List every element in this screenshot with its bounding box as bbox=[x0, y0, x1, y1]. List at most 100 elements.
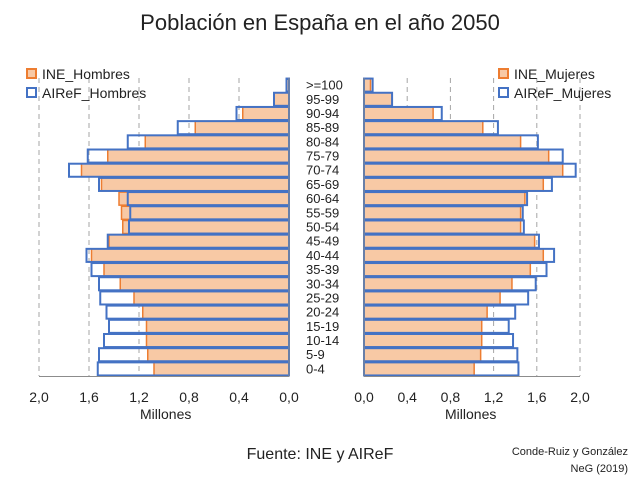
tick-labels: 2,0 1,6 1,2 0,8 0,4 0,0 0,0 0,4 0,8 1,2 1,6 2,0 bbox=[29, 389, 590, 405]
age-group-label: 20-24 bbox=[306, 305, 339, 320]
bar-ine-hombres bbox=[80, 162, 290, 178]
tick-label: 2,0 bbox=[570, 389, 590, 405]
bar-ine-hombres bbox=[100, 177, 290, 192]
age-group-label: 90-94 bbox=[306, 106, 339, 121]
bar-ine-mujeres bbox=[363, 205, 522, 221]
bar-ine-mujeres bbox=[363, 333, 483, 348]
bar-ine-hombres bbox=[142, 304, 290, 320]
legend-swatch-airef bbox=[498, 87, 509, 98]
legend-swatch-ine bbox=[498, 68, 509, 79]
age-group-labels: 0-45-910-1415-1920-2425-2930-3435-3940-4… bbox=[306, 78, 343, 377]
age-group-label: 0-4 bbox=[306, 361, 325, 376]
tick-label: 1,6 bbox=[527, 389, 547, 405]
age-group-label: 55-59 bbox=[306, 205, 339, 220]
age-group-label: 5-9 bbox=[306, 347, 325, 362]
age-group-label: 45-49 bbox=[306, 234, 339, 249]
bar-ine-mujeres bbox=[363, 92, 393, 107]
age-group-label: 10-14 bbox=[306, 333, 339, 348]
legend-swatch-ine bbox=[26, 68, 37, 79]
legend-swatch-airef bbox=[26, 87, 37, 98]
age-group-label: 60-64 bbox=[306, 191, 339, 206]
bar-ine-mujeres bbox=[363, 148, 550, 164]
age-group-label: 35-39 bbox=[306, 262, 339, 277]
bar-ine-mujeres bbox=[363, 290, 501, 306]
tick-label: 1,2 bbox=[484, 389, 504, 405]
bar-ine-mujeres bbox=[363, 304, 488, 320]
legend-label-ine-mujeres: INE_Mujeres bbox=[514, 65, 595, 82]
tick-label: 0,8 bbox=[179, 389, 199, 405]
bar-ine-mujeres bbox=[363, 120, 484, 135]
bar-ine-mujeres bbox=[363, 233, 536, 249]
bar-ine-hombres bbox=[194, 120, 290, 135]
bar-ine-hombres bbox=[133, 290, 290, 306]
left-axis-unit-label: Millones bbox=[140, 406, 192, 422]
bar-ine-hombres bbox=[120, 205, 290, 221]
bar-ine-hombres bbox=[122, 219, 290, 235]
age-group-label: 40-44 bbox=[306, 248, 339, 263]
tick-label: 0,8 bbox=[441, 389, 461, 405]
age-group-label: 15-19 bbox=[306, 319, 339, 334]
bar-ine-mujeres bbox=[363, 106, 434, 121]
age-group-label: 85-89 bbox=[306, 120, 339, 135]
right-axis-unit-label: Millones bbox=[445, 406, 497, 422]
legend-left: INE_Hombres AIReF_Hombres bbox=[26, 64, 146, 102]
age-group-label: 80-84 bbox=[306, 134, 339, 149]
age-group-label: 65-69 bbox=[306, 177, 339, 192]
bar-ine-mujeres bbox=[363, 134, 522, 150]
bar-ine-mujeres bbox=[363, 191, 526, 206]
bar-ine-hombres bbox=[108, 233, 290, 249]
age-group-label: 75-79 bbox=[306, 149, 339, 164]
age-group-label: >=100 bbox=[306, 78, 343, 93]
bar-ine-mujeres bbox=[363, 262, 532, 277]
bar-ine-mujeres bbox=[363, 276, 513, 292]
legend-label-airef-hombres: AIReF_Hombres bbox=[42, 84, 147, 101]
credit-line-1: Conde-Ruiz y González bbox=[511, 446, 628, 458]
bar-ine-hombres bbox=[145, 319, 290, 334]
chart-title: Población en España en el año 2050 bbox=[140, 10, 500, 35]
credit-line-2: NeG (2019) bbox=[570, 463, 628, 475]
bar-ine-hombres bbox=[145, 333, 290, 348]
bar-ine-hombres bbox=[144, 134, 290, 150]
bar-ine-hombres bbox=[103, 262, 290, 277]
tick-label: 1,6 bbox=[79, 389, 99, 405]
tick-label: 2,0 bbox=[29, 389, 49, 405]
bar-ine-mujeres bbox=[363, 177, 545, 192]
bar-ine-hombres bbox=[107, 148, 290, 164]
age-group-label: 70-74 bbox=[306, 163, 339, 178]
legend-right: INE_Mujeres AIReF_Mujeres bbox=[498, 64, 611, 102]
bar-ine-mujeres bbox=[363, 248, 545, 263]
legend-item-ine-hombres: INE_Hombres bbox=[26, 64, 146, 83]
bar-ine-hombres bbox=[118, 191, 290, 206]
bar-ine-mujeres bbox=[363, 361, 475, 377]
age-group-label: 25-29 bbox=[306, 290, 339, 305]
tick-label: 1,2 bbox=[129, 389, 149, 405]
legend-item-airef-hombres: AIReF_Hombres bbox=[26, 83, 146, 102]
tick-label: 0,0 bbox=[354, 389, 374, 405]
bar-ine-hombres bbox=[147, 347, 290, 362]
bar-ine-mujeres bbox=[363, 347, 482, 362]
ine-mujeres-bars bbox=[363, 77, 564, 377]
axes bbox=[39, 78, 580, 377]
legend-label-ine-hombres: INE_Hombres bbox=[42, 65, 130, 82]
bar-ine-mujeres bbox=[363, 219, 522, 235]
bar-ine-hombres bbox=[153, 361, 290, 377]
legend-item-airef-mujeres: AIReF_Mujeres bbox=[498, 83, 611, 102]
credit-note: Conde-Ruiz y González NeG (2019) bbox=[512, 444, 628, 478]
ine-hombres-bars bbox=[80, 77, 290, 377]
legend-item-ine-mujeres: INE_Mujeres bbox=[498, 64, 611, 83]
bar-ine-mujeres bbox=[363, 162, 564, 178]
source-note: Fuente: INE y AIReF bbox=[246, 446, 394, 463]
legend-label-airef-mujeres: AIReF_Mujeres bbox=[514, 84, 612, 101]
age-group-label: 95-99 bbox=[306, 92, 339, 107]
age-group-label: 50-54 bbox=[306, 220, 339, 235]
age-group-label: 30-34 bbox=[306, 276, 339, 291]
bar-ine-hombres bbox=[242, 106, 290, 121]
tick-label: 0,4 bbox=[397, 389, 417, 405]
bar-ine-mujeres bbox=[363, 319, 483, 334]
bar-ine-hombres bbox=[90, 248, 290, 263]
tick-label: 0,4 bbox=[229, 389, 249, 405]
bar-ine-hombres bbox=[119, 276, 290, 292]
bar-ine-hombres bbox=[273, 92, 290, 107]
tick-label: 0,0 bbox=[279, 389, 299, 405]
